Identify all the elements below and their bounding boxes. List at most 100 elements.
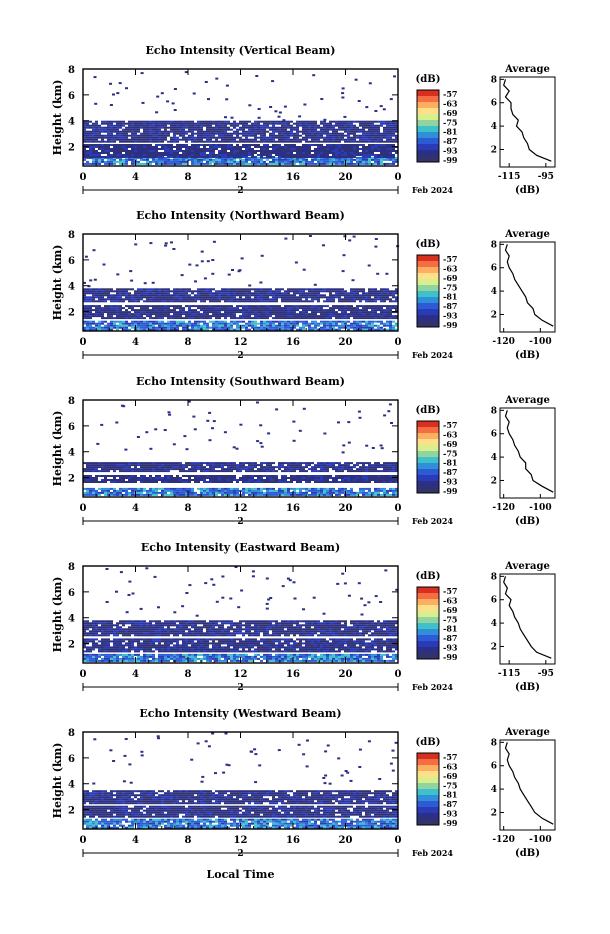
heatmap-cell	[371, 159, 374, 161]
heatmap-cell	[231, 117, 234, 119]
heatmap-cell	[89, 137, 92, 139]
heatmap-cell	[371, 317, 374, 319]
heatmap-cell	[194, 327, 197, 329]
heatmap-cell	[245, 305, 248, 307]
heatmap-cell	[368, 313, 371, 315]
heatmap-cell	[380, 300, 383, 302]
heatmap-cell	[383, 292, 386, 294]
heatmap-cell	[128, 325, 131, 327]
heatmap-cell	[161, 313, 164, 315]
heatmap-cell	[374, 307, 377, 309]
heatmap-cell	[350, 163, 353, 165]
heatmap-cell	[191, 492, 194, 494]
heatmap-cell	[233, 288, 236, 290]
heatmap-cell	[131, 125, 134, 127]
heatmap-cell	[98, 127, 101, 129]
heatmap-cell	[284, 123, 287, 125]
heatmap-cell	[266, 477, 269, 479]
heatmap-cell	[179, 123, 182, 125]
heatmap-cell	[230, 307, 233, 309]
heatmap-cell	[164, 311, 167, 313]
heatmap-cell	[332, 311, 335, 313]
heatmap-cell	[254, 311, 257, 313]
heatmap-cell	[308, 475, 311, 477]
heatmap-cell	[224, 327, 227, 329]
heatmap-cell	[359, 161, 362, 163]
heatmap-cell	[371, 154, 374, 156]
heatmap-cell	[338, 481, 341, 483]
heatmap-cell	[368, 327, 371, 329]
heatmap-cell	[134, 309, 137, 311]
heatmap-cell	[230, 144, 233, 146]
date-label: 2	[237, 186, 243, 196]
heatmap-cell	[200, 152, 203, 154]
heatmap-cell	[134, 488, 137, 490]
heatmap-cell	[263, 148, 266, 150]
heatmap-cell	[182, 154, 185, 156]
heatmap-cell	[350, 139, 353, 141]
heatmap-cell	[224, 492, 227, 494]
heatmap-cell	[116, 481, 119, 483]
heatmap-cell	[188, 323, 191, 325]
heatmap-cell	[251, 150, 254, 152]
heatmap-cell	[376, 273, 379, 275]
heatmap-cell	[353, 137, 356, 139]
heatmap-cell	[335, 317, 338, 319]
heatmap-cell	[188, 125, 191, 127]
heatmap-cell	[95, 150, 98, 152]
heatmap-cell	[341, 148, 344, 150]
heatmap-cell	[230, 305, 233, 307]
heatmap-cell	[278, 137, 281, 139]
heatmap-cell	[254, 288, 257, 290]
heatmap-cell	[128, 479, 131, 481]
heatmap-cell	[167, 481, 170, 483]
heatmap-cell	[218, 311, 221, 313]
heatmap-cell	[128, 123, 131, 125]
heatmap-cell	[158, 492, 161, 494]
heatmap-cell	[152, 488, 155, 490]
heatmap-cell	[251, 481, 254, 483]
heatmap-cell	[386, 163, 389, 165]
heatmap-cell	[179, 146, 182, 148]
heatmap-cell	[317, 296, 320, 298]
heatmap-cell	[242, 294, 245, 296]
heatmap-cell	[257, 290, 260, 292]
heatmap-cell	[371, 144, 374, 146]
heatmap-cell	[215, 475, 218, 477]
heatmap-cell	[185, 146, 188, 148]
heatmap-cell	[335, 323, 338, 325]
heatmap-cell	[104, 152, 107, 154]
heatmap-cell	[140, 298, 143, 300]
heatmap-cell	[146, 137, 149, 139]
heatmap-cell	[227, 292, 230, 294]
heatmap-cell	[233, 163, 236, 165]
heatmap-cell	[356, 305, 359, 307]
heatmap-cell	[110, 163, 113, 165]
heatmap-cell	[149, 292, 152, 294]
heatmap-cell	[377, 154, 380, 156]
heatmap-cell	[116, 296, 119, 298]
heatmap-cell	[389, 479, 392, 481]
heatmap-cell	[263, 475, 266, 477]
heatmap-cell	[290, 315, 293, 317]
heatmap-cell	[140, 462, 143, 464]
heatmap-cell	[311, 121, 314, 123]
heatmap-cell	[308, 313, 311, 315]
heatmap-cell	[179, 133, 182, 135]
heatmap-cell	[248, 492, 251, 494]
heatmap-cell	[227, 135, 230, 137]
heatmap-cell	[323, 119, 326, 121]
heatmap-cell	[344, 292, 347, 294]
heatmap-cell	[215, 479, 218, 481]
heatmap-cell	[146, 315, 149, 317]
average-profile-line	[506, 244, 554, 326]
heatmap-cell	[326, 490, 329, 492]
heatmap-cell	[146, 150, 149, 152]
heatmap-cell	[95, 144, 98, 146]
heatmap-cell	[92, 159, 95, 161]
heatmap-cell	[134, 296, 137, 298]
heatmap-cell	[122, 154, 125, 156]
heatmap-cell	[131, 141, 134, 143]
heatmap-cell	[233, 290, 236, 292]
heatmap-cell	[116, 321, 119, 323]
